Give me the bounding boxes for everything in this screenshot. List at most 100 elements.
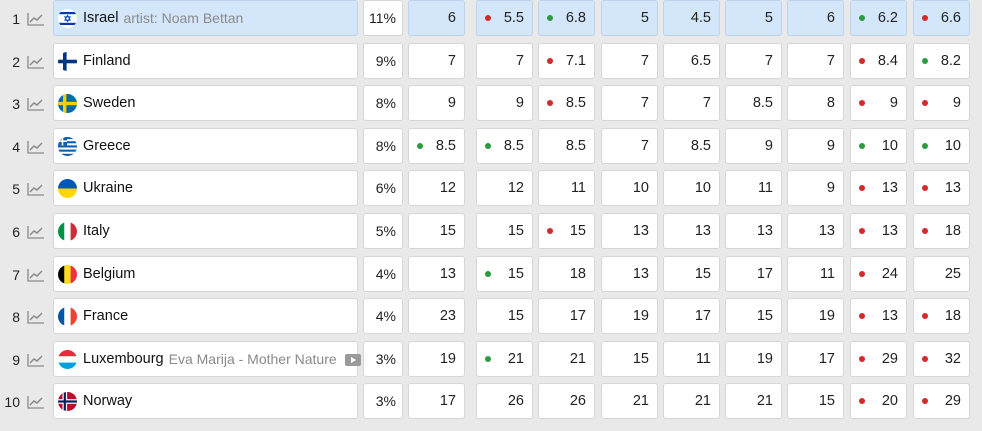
odds-cell[interactable]: 7 <box>601 128 658 164</box>
table-row[interactable]: 8 France 4% 23 15 17 19 17 15 19 13 18 <box>0 298 982 336</box>
odds-cell[interactable]: 4.5 <box>663 0 720 36</box>
trend-chart-icon[interactable] <box>27 140 45 154</box>
table-row[interactable]: 9 Luxembourg Eva Marija - Mother Nature 3% 1… <box>0 341 982 379</box>
odds-cell[interactable]: 6.8 <box>538 0 595 36</box>
odds-cell[interactable]: 12 <box>408 170 465 206</box>
odds-cell[interactable]: 15 <box>601 341 658 377</box>
odds-cell[interactable]: 7 <box>476 43 533 79</box>
table-row[interactable]: 2 Finland 9% 7 7 7.1 7 6.5 7 7 8.4 8.2 <box>0 43 982 81</box>
table-row[interactable]: 3 Sweden 8% 9 9 8.5 7 7 8.5 8 9 9 <box>0 85 982 123</box>
odds-cell[interactable]: 18 <box>913 213 970 249</box>
odds-cell[interactable]: 21 <box>538 341 595 377</box>
odds-cell[interactable]: 13 <box>408 256 465 292</box>
odds-cell[interactable]: 13 <box>850 213 907 249</box>
odds-cell[interactable]: 26 <box>476 383 533 419</box>
country-cell[interactable]: Ukraine <box>53 170 358 206</box>
odds-cell[interactable]: 13 <box>663 213 720 249</box>
odds-cell[interactable]: 18 <box>913 298 970 334</box>
odds-cell[interactable]: 8.5 <box>538 85 595 121</box>
odds-cell[interactable]: 8 <box>787 85 844 121</box>
trend-chart-icon[interactable] <box>27 97 45 111</box>
trend-chart-icon[interactable] <box>27 55 45 69</box>
odds-cell[interactable]: 13 <box>725 213 782 249</box>
table-row[interactable]: 7 Belgium 4% 13 15 18 13 15 17 11 24 25 <box>0 256 982 294</box>
trend-chart-icon[interactable] <box>27 268 45 282</box>
odds-cell[interactable]: 17 <box>663 298 720 334</box>
odds-cell[interactable]: 7 <box>408 43 465 79</box>
country-cell[interactable]: Sweden <box>53 85 358 121</box>
table-row[interactable]: 10 Norway 3% 17 26 26 21 21 21 15 20 29 <box>0 383 982 421</box>
trend-chart-icon[interactable] <box>27 353 45 367</box>
table-row[interactable]: 4 Greece 8% 8.5 8.5 8.5 7 8.5 9 9 10 10 <box>0 128 982 166</box>
table-row[interactable]: 6 Italy 5% 15 15 15 13 13 13 13 13 18 <box>0 213 982 251</box>
odds-cell[interactable]: 15 <box>538 213 595 249</box>
odds-cell[interactable]: 18 <box>538 256 595 292</box>
country-cell[interactable]: France <box>53 298 358 334</box>
odds-cell[interactable]: 15 <box>725 298 782 334</box>
odds-cell[interactable]: 9 <box>787 128 844 164</box>
odds-cell[interactable]: 7 <box>787 43 844 79</box>
odds-cell[interactable]: 9 <box>913 85 970 121</box>
country-cell[interactable]: Italy <box>53 213 358 249</box>
trend-chart-icon[interactable] <box>27 182 45 196</box>
odds-cell[interactable]: 29 <box>913 383 970 419</box>
odds-cell[interactable]: 7 <box>725 43 782 79</box>
video-play-icon[interactable] <box>344 353 361 366</box>
odds-cell[interactable]: 21 <box>601 383 658 419</box>
odds-cell[interactable]: 19 <box>787 298 844 334</box>
odds-cell[interactable]: 21 <box>476 341 533 377</box>
trend-chart-icon[interactable] <box>27 310 45 324</box>
odds-cell[interactable]: 17 <box>725 256 782 292</box>
odds-cell[interactable]: 25 <box>913 256 970 292</box>
odds-cell[interactable]: 23 <box>408 298 465 334</box>
odds-cell[interactable]: 11 <box>538 170 595 206</box>
odds-cell[interactable]: 10 <box>601 170 658 206</box>
odds-cell[interactable]: 19 <box>601 298 658 334</box>
odds-cell[interactable]: 8.5 <box>408 128 465 164</box>
odds-cell[interactable]: 5.5 <box>476 0 533 36</box>
odds-cell[interactable]: 11 <box>725 170 782 206</box>
odds-cell[interactable]: 19 <box>408 341 465 377</box>
odds-cell[interactable]: 12 <box>476 170 533 206</box>
odds-cell[interactable]: 11 <box>787 256 844 292</box>
country-cell[interactable]: Greece <box>53 128 358 164</box>
odds-cell[interactable]: 7 <box>601 85 658 121</box>
odds-cell[interactable]: 9 <box>787 170 844 206</box>
odds-cell[interactable]: 10 <box>663 170 720 206</box>
odds-cell[interactable]: 17 <box>538 298 595 334</box>
odds-cell[interactable]: 13 <box>601 213 658 249</box>
odds-cell[interactable]: 20 <box>850 383 907 419</box>
country-cell[interactable]: Norway <box>53 383 358 419</box>
odds-cell[interactable]: 32 <box>913 341 970 377</box>
odds-cell[interactable]: 13 <box>913 170 970 206</box>
odds-cell[interactable]: 15 <box>476 256 533 292</box>
country-cell[interactable]: Belgium <box>53 256 358 292</box>
odds-cell[interactable]: 17 <box>408 383 465 419</box>
trend-chart-icon[interactable] <box>27 225 45 239</box>
odds-cell[interactable]: 15 <box>476 213 533 249</box>
odds-cell[interactable]: 6.5 <box>663 43 720 79</box>
odds-cell[interactable]: 11 <box>663 341 720 377</box>
table-row[interactable]: 1 Israel artist: Noam Bettan 11% 6 5.5 6.8 5 4.5… <box>0 0 982 38</box>
odds-cell[interactable]: 9 <box>850 85 907 121</box>
odds-cell[interactable]: 7 <box>601 43 658 79</box>
country-cell[interactable]: Finland <box>53 43 358 79</box>
country-cell[interactable]: Luxembourg Eva Marija - Mother Nature <box>53 341 361 377</box>
odds-cell[interactable]: 5 <box>725 0 782 36</box>
odds-cell[interactable]: 15 <box>408 213 465 249</box>
odds-cell[interactable]: 10 <box>913 128 970 164</box>
odds-cell[interactable]: 15 <box>787 383 844 419</box>
odds-cell[interactable]: 21 <box>663 383 720 419</box>
table-row[interactable]: 5 Ukraine 6% 12 12 11 10 10 11 9 13 13 <box>0 170 982 208</box>
odds-cell[interactable]: 9 <box>725 128 782 164</box>
odds-cell[interactable]: 7.1 <box>538 43 595 79</box>
odds-cell[interactable]: 13 <box>850 298 907 334</box>
trend-chart-icon[interactable] <box>27 395 45 409</box>
odds-cell[interactable]: 8.2 <box>913 43 970 79</box>
odds-cell[interactable]: 9 <box>408 85 465 121</box>
odds-cell[interactable]: 29 <box>850 341 907 377</box>
odds-cell[interactable]: 8.5 <box>476 128 533 164</box>
odds-cell[interactable]: 6.6 <box>913 0 970 36</box>
odds-cell[interactable]: 26 <box>538 383 595 419</box>
odds-cell[interactable]: 15 <box>476 298 533 334</box>
